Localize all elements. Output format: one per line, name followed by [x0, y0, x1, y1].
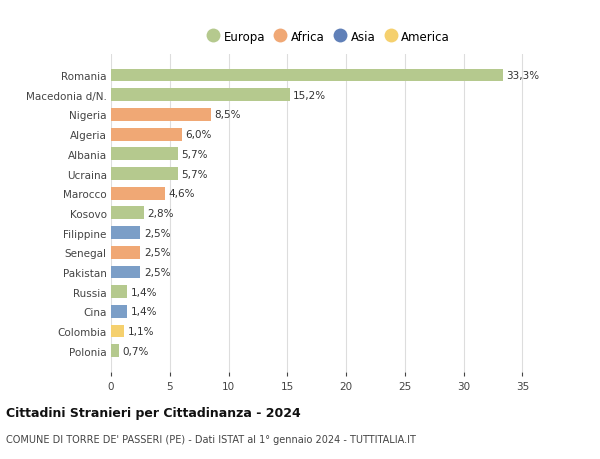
Bar: [111, 207, 144, 220]
Bar: [111, 325, 124, 338]
Bar: [111, 129, 182, 141]
Bar: [111, 69, 503, 82]
Legend: Europa, Africa, Asia, America: Europa, Africa, Asia, America: [202, 26, 455, 49]
Text: 1,4%: 1,4%: [131, 307, 157, 317]
Bar: [111, 285, 127, 298]
Bar: [111, 109, 211, 122]
Text: 1,1%: 1,1%: [127, 326, 154, 336]
Bar: [111, 89, 290, 102]
Text: 2,5%: 2,5%: [144, 268, 170, 277]
Text: 5,7%: 5,7%: [182, 150, 208, 159]
Bar: [111, 345, 119, 358]
Text: 0,7%: 0,7%: [123, 346, 149, 356]
Text: 1,4%: 1,4%: [131, 287, 157, 297]
Bar: [111, 187, 165, 200]
Text: 33,3%: 33,3%: [506, 71, 539, 81]
Text: COMUNE DI TORRE DE' PASSERI (PE) - Dati ISTAT al 1° gennaio 2024 - TUTTITALIA.IT: COMUNE DI TORRE DE' PASSERI (PE) - Dati …: [6, 434, 416, 444]
Text: 8,5%: 8,5%: [214, 110, 241, 120]
Bar: [111, 148, 178, 161]
Bar: [111, 227, 140, 240]
Bar: [111, 246, 140, 259]
Text: 2,5%: 2,5%: [144, 228, 170, 238]
Text: 5,7%: 5,7%: [182, 169, 208, 179]
Bar: [111, 168, 178, 180]
Text: 2,5%: 2,5%: [144, 248, 170, 258]
Text: 6,0%: 6,0%: [185, 130, 211, 140]
Text: Cittadini Stranieri per Cittadinanza - 2024: Cittadini Stranieri per Cittadinanza - 2…: [6, 406, 301, 419]
Bar: [111, 305, 127, 318]
Text: 15,2%: 15,2%: [293, 90, 326, 101]
Text: 2,8%: 2,8%: [148, 208, 174, 218]
Bar: [111, 266, 140, 279]
Text: 4,6%: 4,6%: [169, 189, 195, 199]
